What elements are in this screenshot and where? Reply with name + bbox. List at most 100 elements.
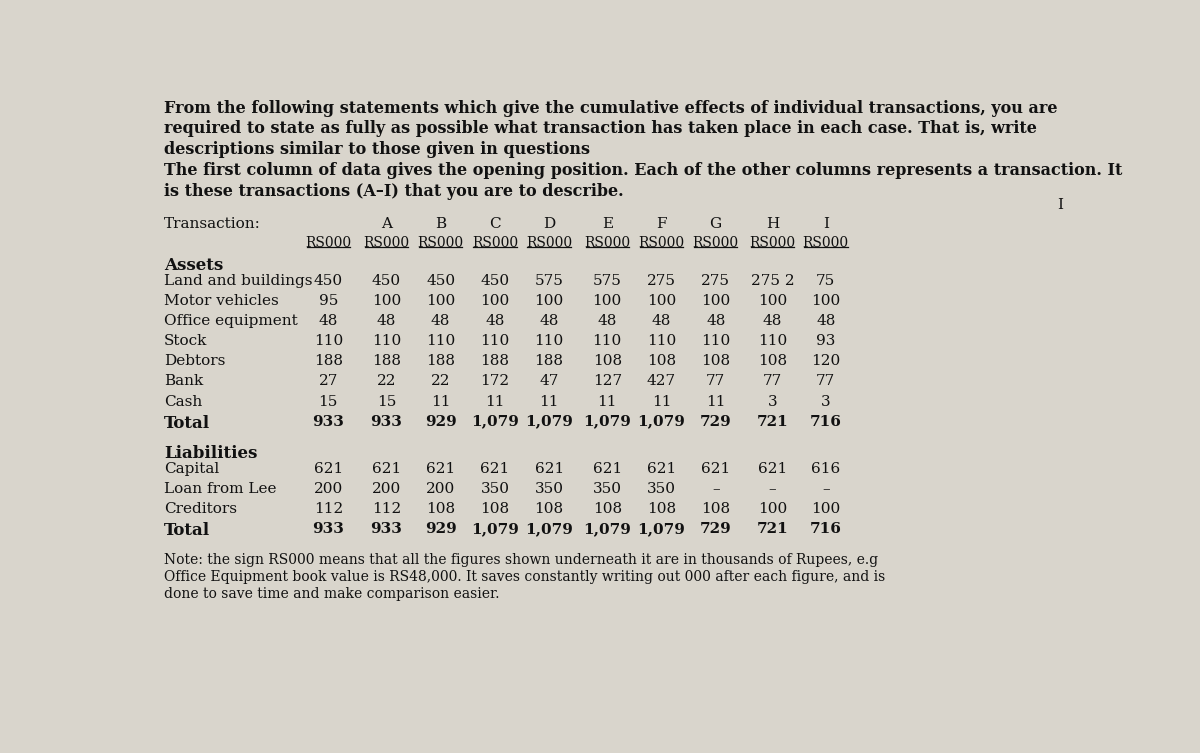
Text: G: G xyxy=(709,218,722,231)
Text: 188: 188 xyxy=(426,355,455,368)
Text: 188: 188 xyxy=(372,355,401,368)
Text: 100: 100 xyxy=(757,294,787,309)
Text: 729: 729 xyxy=(700,415,732,428)
Text: From the following statements which give the cumulative effects of individual tr: From the following statements which give… xyxy=(164,99,1057,117)
Text: E: E xyxy=(601,218,613,231)
Text: 721: 721 xyxy=(756,415,788,428)
Text: 621: 621 xyxy=(757,462,787,476)
Text: 100: 100 xyxy=(811,294,840,309)
Text: The first column of data gives the opening position. Each of the other columns r: The first column of data gives the openi… xyxy=(164,162,1122,179)
Text: RS000: RS000 xyxy=(749,236,796,250)
Text: 100: 100 xyxy=(480,294,510,309)
Text: 350: 350 xyxy=(535,482,564,496)
Text: Debtors: Debtors xyxy=(164,355,226,368)
Text: 275 2: 275 2 xyxy=(750,274,794,288)
Text: 100: 100 xyxy=(757,502,787,517)
Text: is these transactions (A–I) that you are to describe.: is these transactions (A–I) that you are… xyxy=(164,183,624,200)
Text: F: F xyxy=(656,218,667,231)
Text: 100: 100 xyxy=(647,294,676,309)
Text: 95: 95 xyxy=(318,294,338,309)
Text: 48: 48 xyxy=(318,315,338,328)
Text: B: B xyxy=(436,218,446,231)
Text: 188: 188 xyxy=(535,355,564,368)
Text: 11: 11 xyxy=(431,395,450,409)
Text: D: D xyxy=(542,218,556,231)
Text: 48: 48 xyxy=(652,315,671,328)
Text: Transaction:: Transaction: xyxy=(164,218,260,231)
Text: 350: 350 xyxy=(593,482,622,496)
Text: 100: 100 xyxy=(701,294,731,309)
Text: 188: 188 xyxy=(313,355,343,368)
Text: 11: 11 xyxy=(485,395,505,409)
Text: 110: 110 xyxy=(701,334,731,349)
Text: 1,079: 1,079 xyxy=(637,415,685,428)
Text: 77: 77 xyxy=(816,374,835,389)
Text: 450: 450 xyxy=(426,274,455,288)
Text: 200: 200 xyxy=(372,482,401,496)
Text: 621: 621 xyxy=(647,462,676,476)
Text: 108: 108 xyxy=(534,502,564,517)
Text: –: – xyxy=(768,482,776,496)
Text: 112: 112 xyxy=(313,502,343,517)
Text: 110: 110 xyxy=(534,334,564,349)
Text: 15: 15 xyxy=(318,395,338,409)
Text: 77: 77 xyxy=(706,374,725,389)
Text: 48: 48 xyxy=(706,315,726,328)
Text: 100: 100 xyxy=(426,294,455,309)
Text: 621: 621 xyxy=(372,462,401,476)
Text: required to state as fully as possible what transaction has taken place in each : required to state as fully as possible w… xyxy=(164,120,1037,137)
Text: 108: 108 xyxy=(593,502,622,517)
Text: Office equipment: Office equipment xyxy=(164,315,298,328)
Text: 11: 11 xyxy=(706,395,726,409)
Text: 100: 100 xyxy=(534,294,564,309)
Text: –: – xyxy=(712,482,720,496)
Text: I: I xyxy=(1057,198,1063,212)
Text: 575: 575 xyxy=(535,274,564,288)
Text: 929: 929 xyxy=(425,523,456,536)
Text: 200: 200 xyxy=(426,482,455,496)
Text: 108: 108 xyxy=(701,502,731,517)
Text: 621: 621 xyxy=(313,462,343,476)
Text: done to save time and make comparison easier.: done to save time and make comparison ea… xyxy=(164,587,499,601)
Text: 1,079: 1,079 xyxy=(637,523,685,536)
Text: 933: 933 xyxy=(371,415,402,428)
Text: 11: 11 xyxy=(598,395,617,409)
Text: descriptions similar to those given in questions: descriptions similar to those given in q… xyxy=(164,141,590,158)
Text: Liabilities: Liabilities xyxy=(164,445,257,462)
Text: 450: 450 xyxy=(480,274,510,288)
Text: RS000: RS000 xyxy=(418,236,463,250)
Text: 77: 77 xyxy=(763,374,782,389)
Text: 120: 120 xyxy=(811,355,840,368)
Text: Bank: Bank xyxy=(164,374,203,389)
Text: 110: 110 xyxy=(426,334,455,349)
Text: 933: 933 xyxy=(312,415,344,428)
Text: 110: 110 xyxy=(480,334,510,349)
Text: 1,079: 1,079 xyxy=(526,523,574,536)
Text: 48: 48 xyxy=(816,315,835,328)
Text: Office Equipment book value is RS48,000. It saves constantly writing out 000 aft: Office Equipment book value is RS48,000.… xyxy=(164,570,886,584)
Text: 110: 110 xyxy=(757,334,787,349)
Text: 110: 110 xyxy=(313,334,343,349)
Text: Assets: Assets xyxy=(164,258,223,274)
Text: 721: 721 xyxy=(756,523,788,536)
Text: Total: Total xyxy=(164,523,210,539)
Text: C: C xyxy=(490,218,500,231)
Text: 27: 27 xyxy=(318,374,338,389)
Text: 110: 110 xyxy=(593,334,622,349)
Text: 112: 112 xyxy=(372,502,401,517)
Text: 1,079: 1,079 xyxy=(526,415,574,428)
Text: 108: 108 xyxy=(647,355,676,368)
Text: 1,079: 1,079 xyxy=(583,415,631,428)
Text: 933: 933 xyxy=(371,523,402,536)
Text: 47: 47 xyxy=(540,374,559,389)
Text: 22: 22 xyxy=(431,374,450,389)
Text: 200: 200 xyxy=(313,482,343,496)
Text: 575: 575 xyxy=(593,274,622,288)
Text: 110: 110 xyxy=(372,334,401,349)
Text: RS000: RS000 xyxy=(305,236,352,250)
Text: Total: Total xyxy=(164,415,210,431)
Text: 729: 729 xyxy=(700,523,732,536)
Text: 350: 350 xyxy=(480,482,509,496)
Text: RS000: RS000 xyxy=(692,236,739,250)
Text: 48: 48 xyxy=(485,315,504,328)
